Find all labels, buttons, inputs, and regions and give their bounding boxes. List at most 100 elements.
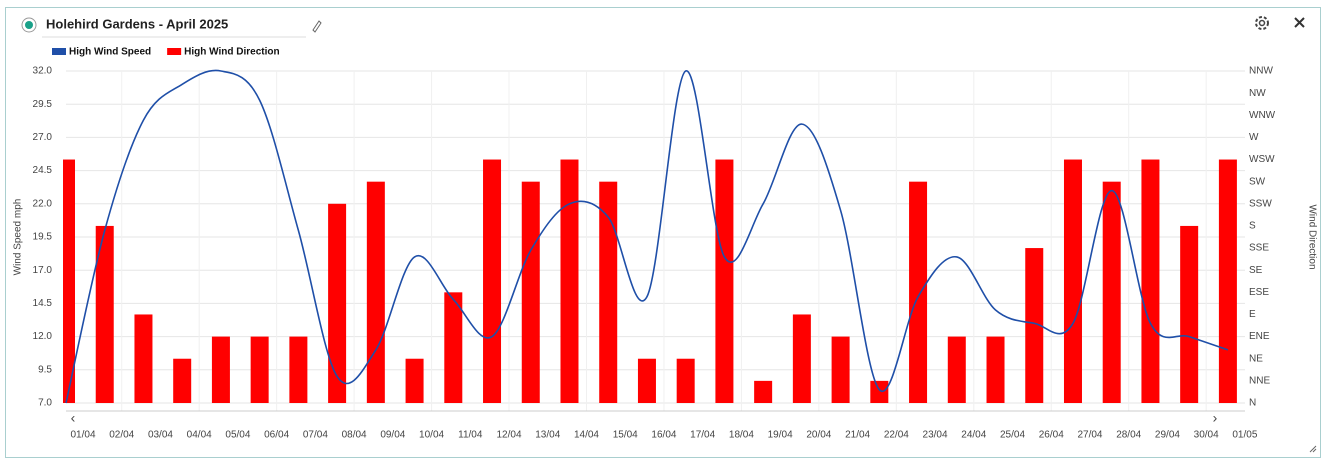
x-tick-label: 14/04 bbox=[574, 430, 599, 441]
y-tick-label: 12.0 bbox=[33, 331, 53, 342]
x-tick-label: 20/04 bbox=[806, 430, 831, 441]
bar bbox=[521, 181, 540, 403]
bar bbox=[715, 159, 734, 403]
bar bbox=[560, 159, 579, 403]
x-tick-label: 27/04 bbox=[1077, 430, 1102, 441]
bar bbox=[1063, 159, 1082, 403]
legend-swatch bbox=[167, 48, 182, 55]
x-tick-label: 11/04 bbox=[458, 430, 483, 441]
x-tick-label: 13/04 bbox=[535, 430, 560, 441]
y2-tick-label: SSW bbox=[1249, 198, 1272, 209]
bar bbox=[1180, 225, 1199, 403]
bar bbox=[444, 292, 463, 403]
bar bbox=[676, 358, 695, 403]
bar bbox=[483, 159, 502, 403]
y-axis-title: Wind Speed mph bbox=[13, 199, 24, 276]
bar bbox=[792, 314, 811, 403]
x-tick-label: 26/04 bbox=[1039, 430, 1064, 441]
y2-tick-label: WSW bbox=[1249, 154, 1275, 165]
y-tick-label: 7.0 bbox=[38, 398, 52, 409]
x-tick-label: 19/04 bbox=[768, 430, 793, 441]
bar bbox=[754, 380, 773, 403]
bar bbox=[947, 336, 966, 403]
x-tick-label: 23/04 bbox=[923, 430, 948, 441]
x-tick-label: 17/04 bbox=[690, 430, 715, 441]
x-tick-label: 29/04 bbox=[1155, 430, 1180, 441]
bar bbox=[909, 181, 928, 403]
bar bbox=[831, 336, 850, 403]
bar bbox=[173, 358, 192, 403]
y2-tick-label: ESE bbox=[1249, 287, 1269, 298]
bar bbox=[1025, 248, 1044, 403]
x-tick-label: 07/04 bbox=[303, 430, 328, 441]
x-tick-label: 08/04 bbox=[342, 430, 367, 441]
status-dot bbox=[25, 21, 33, 29]
y2-axis-title: Wind Direction bbox=[1306, 204, 1317, 269]
legend-label: High Wind Speed bbox=[69, 47, 151, 58]
y2-tick-label: NNE bbox=[1249, 376, 1270, 387]
y-tick-label: 27.0 bbox=[33, 132, 53, 143]
y2-tick-label: S bbox=[1249, 221, 1256, 232]
y2-tick-label: ENE bbox=[1249, 331, 1270, 342]
y-tick-label: 29.5 bbox=[33, 99, 53, 110]
x-tick-label: 16/04 bbox=[651, 430, 676, 441]
resize-handle[interactable] bbox=[1309, 445, 1317, 453]
y2-tick-label: SSE bbox=[1249, 243, 1269, 254]
y-tick-label: 22.0 bbox=[33, 198, 53, 209]
x-tick-label: 15/04 bbox=[613, 430, 638, 441]
panel bbox=[5, 7, 1321, 458]
close-icon[interactable] bbox=[1294, 17, 1305, 28]
bar bbox=[637, 358, 656, 403]
bar bbox=[1141, 159, 1160, 403]
bar bbox=[250, 336, 269, 403]
settings-icon[interactable] bbox=[1255, 16, 1269, 30]
x-tick-label: 22/04 bbox=[884, 430, 909, 441]
x-tick-label: 12/04 bbox=[497, 430, 522, 441]
y-tick-label: 14.5 bbox=[33, 298, 53, 309]
bar bbox=[1218, 159, 1237, 403]
status-icon bbox=[21, 17, 37, 33]
y2-tick-label: NNW bbox=[1249, 66, 1273, 77]
x-tick-label: 21/04 bbox=[845, 430, 870, 441]
chart-title: Holehird Gardens - April 2025 bbox=[46, 16, 228, 31]
bar bbox=[986, 336, 1005, 403]
y-tick-label: 17.0 bbox=[33, 265, 53, 276]
y-tick-label: 9.5 bbox=[38, 364, 52, 375]
x-tick-label: 28/04 bbox=[1116, 430, 1141, 441]
y-tick-label: 19.5 bbox=[33, 232, 53, 243]
bar bbox=[134, 314, 153, 403]
x-tick-label: 10/04 bbox=[419, 430, 444, 441]
bar bbox=[599, 181, 618, 403]
x-tick-label: 01/05 bbox=[1232, 430, 1257, 441]
y2-tick-label: SW bbox=[1249, 176, 1266, 187]
bar bbox=[1102, 181, 1121, 403]
y2-tick-label: WNW bbox=[1249, 110, 1276, 121]
y2-tick-label: NW bbox=[1249, 88, 1266, 99]
y2-tick-label: NE bbox=[1249, 353, 1263, 364]
edit-icon[interactable] bbox=[312, 20, 322, 33]
x-tick-label: 04/04 bbox=[187, 430, 212, 441]
x-tick-label: 24/04 bbox=[961, 430, 986, 441]
scroll-right[interactable]: › bbox=[1213, 410, 1218, 426]
bar bbox=[366, 181, 385, 403]
bar bbox=[289, 336, 308, 403]
line bbox=[65, 69, 1229, 404]
legend-label: High Wind Direction bbox=[184, 47, 279, 58]
bar bbox=[211, 336, 230, 403]
x-tick-label: 06/04 bbox=[264, 430, 289, 441]
scroll-left[interactable]: ‹ bbox=[71, 410, 76, 426]
x-tick-label: 30/04 bbox=[1194, 430, 1219, 441]
x-tick-label: 02/04 bbox=[109, 430, 134, 441]
bar bbox=[328, 203, 347, 403]
y-tick-label: 32.0 bbox=[33, 66, 53, 77]
y2-tick-label: N bbox=[1249, 398, 1256, 409]
bar bbox=[63, 159, 75, 403]
x-tick-label: 05/04 bbox=[225, 430, 250, 441]
plot bbox=[63, 69, 1237, 404]
y-tick-label: 24.5 bbox=[33, 165, 53, 176]
x-tick-label: 01/04 bbox=[70, 430, 95, 441]
y2-tick-label: SE bbox=[1249, 265, 1263, 276]
x-tick-label: 25/04 bbox=[1000, 430, 1025, 441]
legend-swatch bbox=[52, 48, 66, 55]
